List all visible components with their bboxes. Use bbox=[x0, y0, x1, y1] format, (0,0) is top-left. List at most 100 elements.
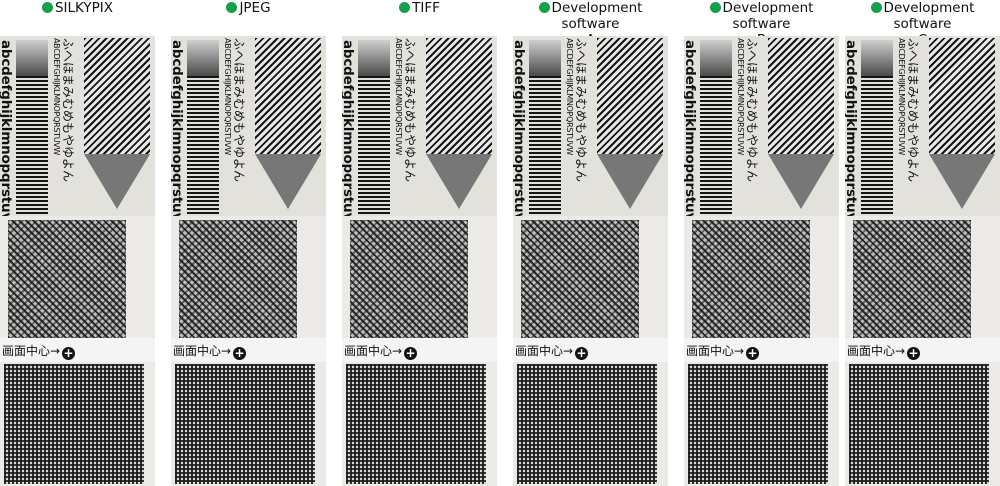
line-pattern bbox=[187, 76, 219, 216]
center-label-row: 画面中心→ + bbox=[513, 338, 668, 362]
arrow-shape bbox=[426, 154, 492, 209]
grid-crop bbox=[342, 362, 497, 486]
gray-gradient bbox=[358, 40, 390, 76]
column-jpeg: JPEG abcdefghijklmnopqrstuvw ABCDEFGHIJK… bbox=[171, 0, 326, 486]
diagonal-grid bbox=[853, 220, 971, 338]
grid-crop bbox=[0, 362, 155, 486]
lowercase-text: abcdefghijklmnopqrstuvw bbox=[684, 40, 698, 216]
diagonal-grid bbox=[350, 220, 468, 338]
column-header: JPEG bbox=[171, 0, 326, 36]
arrow-shape bbox=[768, 154, 834, 209]
diagonal-pattern bbox=[929, 38, 995, 154]
center-label: 画面中心→ bbox=[344, 344, 403, 358]
bullet-icon bbox=[41, 2, 53, 13]
diagonal-pattern bbox=[426, 38, 492, 154]
resolution-chart-crop: abcdefghijklmnopqrstuvw ABCDEFGHIJKLMNOP… bbox=[171, 36, 326, 216]
moire-crop bbox=[171, 216, 326, 338]
resolution-chart-crop: abcdefghijklmnopqrstuvw ABCDEFGHIJKLMNOP… bbox=[0, 36, 155, 216]
diagonal-grid bbox=[179, 220, 297, 338]
moire-crop bbox=[845, 216, 1000, 338]
lowercase-text: abcdefghijklmnopqrstuvw bbox=[513, 40, 527, 216]
bullet-icon bbox=[399, 2, 411, 13]
center-label-row: 画面中心→ + bbox=[684, 338, 839, 362]
column-silkypix: SILKYPIX abcdefghijklmnopqrstuvw ABCDEFG… bbox=[0, 0, 155, 486]
gray-gradient bbox=[861, 40, 893, 76]
kana-text: ふへほまみむめもやゆよん bbox=[574, 38, 588, 183]
plus-circle-icon: + bbox=[746, 346, 760, 360]
gray-gradient bbox=[16, 40, 48, 76]
column-title: Development software bbox=[551, 0, 643, 32]
center-label-row: 画面中心→ + bbox=[0, 338, 155, 362]
column-title: Development software bbox=[722, 0, 814, 32]
center-label: 画面中心→ bbox=[686, 344, 745, 358]
diagonal-grid bbox=[8, 220, 126, 338]
line-pattern bbox=[16, 76, 48, 216]
diagonal-pattern bbox=[768, 38, 834, 154]
diagonal-pattern bbox=[84, 38, 150, 154]
column-title: Development software bbox=[883, 0, 975, 32]
square-grid bbox=[4, 364, 144, 484]
square-grid bbox=[688, 364, 828, 484]
kana-text: ふへほまみむめもやゆよん bbox=[906, 38, 920, 183]
column-title: SILKYPIX bbox=[54, 0, 114, 16]
center-label: 画面中心→ bbox=[515, 344, 574, 358]
square-grid bbox=[175, 364, 315, 484]
grid-crop bbox=[845, 362, 1000, 486]
moire-crop bbox=[513, 216, 668, 338]
moire-crop bbox=[684, 216, 839, 338]
diagonal-pattern bbox=[597, 38, 663, 154]
diagonal-pattern bbox=[255, 38, 321, 154]
lowercase-text: abcdefghijklmnopqrstuvw bbox=[0, 40, 14, 216]
line-pattern bbox=[700, 76, 732, 216]
arrow-shape bbox=[597, 154, 663, 209]
center-label-row: 画面中心→ + bbox=[342, 338, 497, 362]
grid-crop bbox=[684, 362, 839, 486]
bullet-icon bbox=[538, 2, 550, 13]
bullet-icon bbox=[226, 2, 238, 13]
kana-text: ふへほまみむめもやゆよん bbox=[61, 38, 75, 183]
kana-text: ふへほまみむめもやゆよん bbox=[745, 38, 759, 183]
bullet-icon bbox=[870, 2, 882, 13]
kana-text: ふへほまみむめもやゆよん bbox=[232, 38, 246, 183]
line-pattern bbox=[529, 76, 561, 216]
plus-circle-icon: + bbox=[233, 346, 247, 360]
column-header: Development software A bbox=[513, 0, 668, 48]
plus-circle-icon: + bbox=[62, 346, 76, 360]
column-software-c: Development software C abcdefghijklmnopq… bbox=[845, 0, 1000, 486]
arrow-shape bbox=[255, 154, 321, 209]
square-grid bbox=[849, 364, 989, 484]
center-label-row: 画面中心→ + bbox=[171, 338, 326, 362]
resolution-chart-crop: abcdefghijklmnopqrstuvw ABCDEFGHIJKLMNOP… bbox=[845, 36, 1000, 216]
plus-circle-icon: + bbox=[907, 346, 921, 360]
moire-crop bbox=[342, 216, 497, 338]
column-title: JPEG bbox=[239, 0, 271, 16]
center-label: 画面中心→ bbox=[173, 344, 232, 358]
column-software-b: Development software B abcdefghijklmnopq… bbox=[684, 0, 839, 486]
arrow-shape bbox=[84, 154, 150, 209]
resolution-chart-crop: abcdefghijklmnopqrstuvw ABCDEFGHIJKLMNOP… bbox=[684, 36, 839, 216]
column-header: Development software C bbox=[845, 0, 1000, 48]
line-pattern bbox=[358, 76, 390, 216]
lowercase-text: abcdefghijklmnopqrstuvw bbox=[171, 40, 185, 216]
gray-gradient bbox=[187, 40, 219, 76]
square-grid bbox=[346, 364, 486, 484]
column-title: TIFF bbox=[412, 0, 440, 16]
column-software-a: Development software A abcdefghijklmnopq… bbox=[513, 0, 668, 486]
center-label: 画面中心→ bbox=[847, 344, 906, 358]
bullet-icon bbox=[709, 2, 721, 13]
lowercase-text: abcdefghijklmnopqrstuvw bbox=[342, 40, 356, 216]
center-label-row: 画面中心→ + bbox=[845, 338, 1000, 362]
grid-crop bbox=[171, 362, 326, 486]
diagonal-grid bbox=[692, 220, 810, 338]
center-label: 画面中心→ bbox=[2, 344, 61, 358]
plus-circle-icon: + bbox=[575, 346, 589, 360]
diagonal-grid bbox=[521, 220, 639, 338]
column-header: Development software B bbox=[684, 0, 839, 48]
line-pattern bbox=[861, 76, 893, 216]
column-header: TIFF bbox=[342, 0, 497, 36]
column-tiff: TIFF abcdefghijklmnopqrstuvw ABCDEFGHIJK… bbox=[342, 0, 497, 486]
resolution-chart-crop: abcdefghijklmnopqrstuvw ABCDEFGHIJKLMNOP… bbox=[342, 36, 497, 216]
lowercase-text: abcdefghijklmnopqrstuvw bbox=[845, 40, 859, 216]
column-header: SILKYPIX bbox=[0, 0, 155, 36]
plus-circle-icon: + bbox=[404, 346, 418, 360]
